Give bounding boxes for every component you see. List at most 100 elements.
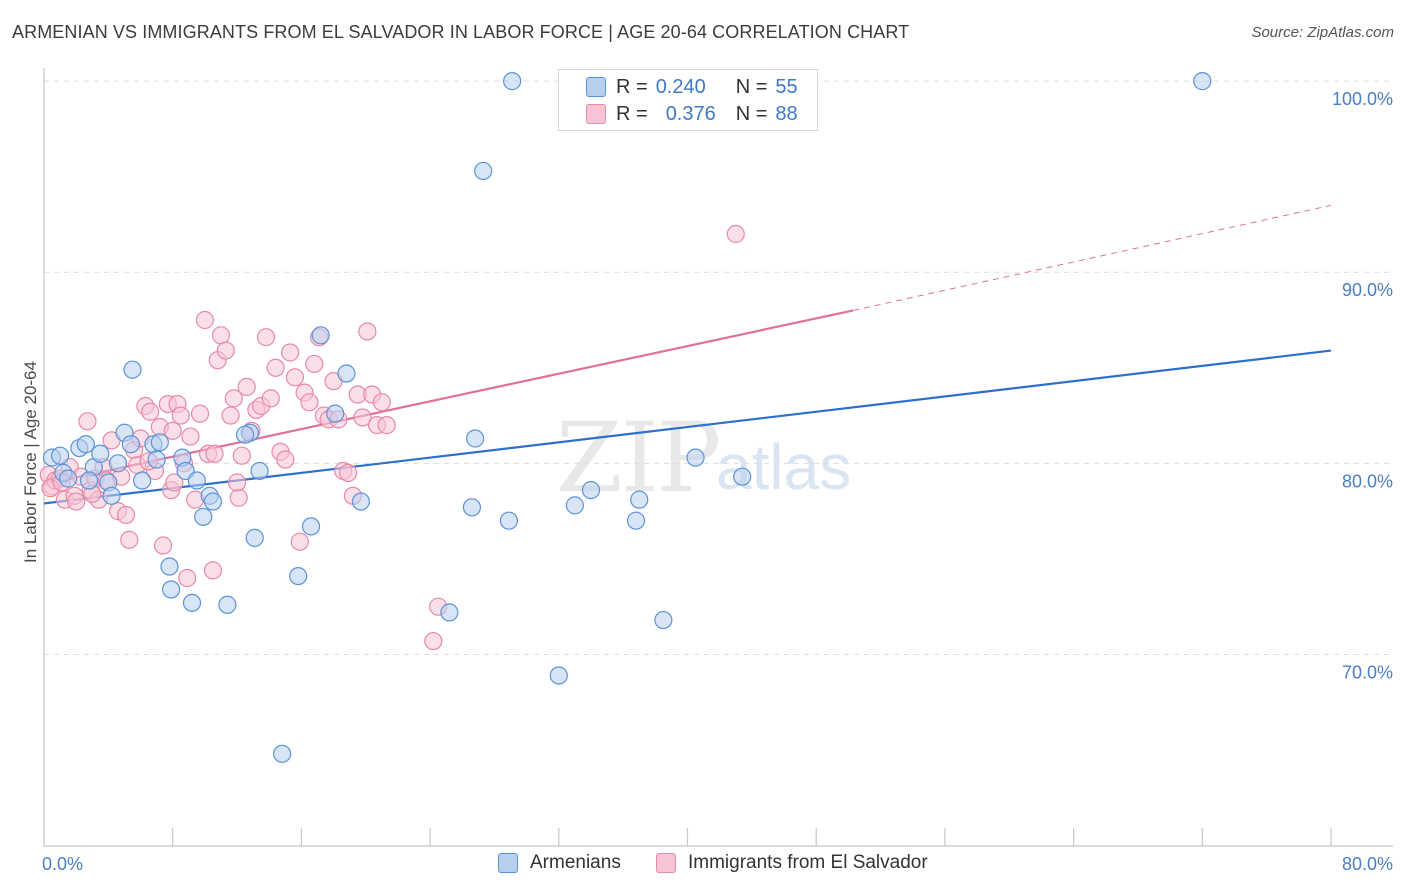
- legend-item-armenians: Armenians: [498, 852, 621, 874]
- legend-n-label: N =: [735, 75, 768, 98]
- y-axis-label: In Labor Force | Age 20-64: [21, 361, 40, 563]
- y-tick-label: 100.0%: [1332, 89, 1393, 109]
- y-tick-label: 90.0%: [1342, 280, 1393, 300]
- point-el-salvador: [285, 368, 305, 387]
- point-el-salvador: [377, 416, 396, 435]
- x-tick-label: 0.0%: [42, 854, 83, 874]
- legend-row-armenians: R = 0.240 N = 55: [559, 74, 798, 100]
- legend-n-value: 88: [775, 102, 798, 125]
- legend-n-label: N =: [735, 102, 768, 125]
- point-armenians: [549, 666, 568, 685]
- point-el-salvador: [190, 404, 210, 423]
- point-el-salvador: [276, 450, 295, 469]
- legend-row-el-salvador: R = 0.376 N = 88: [559, 101, 798, 127]
- point-armenians: [182, 593, 202, 612]
- point-armenians: [466, 429, 485, 448]
- point-armenians: [147, 450, 166, 469]
- point-el-salvador: [181, 427, 200, 446]
- legend-n-value: 55: [775, 75, 798, 98]
- point-armenians: [351, 492, 371, 511]
- point-el-salvador: [261, 389, 280, 408]
- tick-labels: 70.0% 80.0% 90.0% 100.0% 0.0% 80.0%: [42, 89, 1393, 874]
- point-el-salvador: [171, 406, 190, 425]
- legend-r-label: R =: [616, 102, 648, 125]
- point-armenians: [250, 461, 269, 481]
- point-el-salvador: [178, 568, 197, 588]
- legend-r-label: R =: [616, 75, 648, 98]
- point-el-salvador: [141, 402, 160, 421]
- point-armenians: [311, 326, 330, 345]
- point-el-salvador: [216, 341, 235, 360]
- stats-legend: R = 0.240 N = 55 R = 0.376 N = 88: [558, 69, 818, 131]
- point-el-salvador: [67, 492, 86, 511]
- point-el-salvador: [203, 561, 223, 580]
- point-armenians: [337, 364, 356, 383]
- point-armenians: [102, 486, 121, 505]
- chart-title: ARMENIAN VS IMMIGRANTS FROM EL SALVADOR …: [12, 22, 910, 42]
- point-el-salvador: [424, 631, 443, 651]
- point-armenians: [733, 467, 752, 486]
- point-armenians: [462, 498, 482, 517]
- point-el-salvador: [153, 536, 173, 555]
- data-points: [39, 72, 1212, 763]
- point-el-salvador: [281, 343, 300, 362]
- point-armenians: [272, 744, 292, 763]
- point-el-salvador: [224, 389, 243, 408]
- point-el-salvador: [78, 412, 97, 431]
- point-armenians: [326, 404, 345, 423]
- point-el-salvador: [726, 224, 745, 244]
- y-tick-label: 70.0%: [1342, 662, 1393, 682]
- point-el-salvador: [237, 377, 256, 396]
- legend-swatch-blue: [498, 853, 518, 873]
- point-armenians: [474, 161, 493, 181]
- point-armenians: [50, 446, 70, 465]
- point-el-salvador: [163, 421, 182, 440]
- point-armenians: [235, 425, 255, 444]
- point-el-salvador: [353, 408, 372, 427]
- legend-label-armenians: Armenians: [530, 852, 621, 873]
- point-el-salvador: [300, 393, 319, 412]
- point-armenians: [160, 557, 179, 576]
- point-armenians: [123, 360, 142, 379]
- point-armenians: [654, 610, 673, 630]
- legend-swatch-pink: [586, 104, 606, 124]
- y-tick-label: 80.0%: [1342, 471, 1393, 491]
- point-armenians: [1193, 72, 1212, 91]
- point-armenians: [581, 480, 601, 500]
- point-armenians: [503, 72, 522, 91]
- legend-r-value: 0.376: [665, 102, 716, 125]
- point-armenians: [218, 595, 237, 614]
- point-el-salvador: [165, 473, 184, 492]
- point-armenians: [630, 490, 649, 509]
- point-armenians: [301, 517, 321, 536]
- watermark-atlas: atlas: [716, 431, 852, 503]
- legend-label-el-salvador: Immigrants from El Salvador: [688, 852, 928, 873]
- point-el-salvador: [358, 322, 377, 341]
- point-el-salvador: [305, 354, 324, 374]
- point-el-salvador: [256, 328, 276, 347]
- point-armenians: [76, 435, 95, 454]
- point-armenians: [161, 580, 181, 599]
- point-armenians: [91, 444, 110, 463]
- legend-swatch-pink: [656, 853, 676, 873]
- point-armenians: [121, 435, 140, 454]
- point-armenians: [108, 454, 128, 473]
- legend-swatch-blue: [586, 77, 606, 97]
- point-armenians: [203, 492, 223, 511]
- point-armenians: [499, 511, 519, 530]
- point-armenians: [133, 471, 152, 490]
- point-armenians: [289, 566, 308, 586]
- point-armenians: [79, 471, 99, 490]
- point-el-salvador: [232, 446, 251, 465]
- point-armenians: [59, 469, 78, 488]
- point-armenians: [626, 511, 646, 530]
- point-armenians: [245, 528, 264, 547]
- point-el-salvador: [290, 532, 309, 551]
- point-el-salvador: [266, 358, 285, 377]
- point-armenians: [187, 471, 206, 490]
- source-label: Source: ZipAtlas.com: [1251, 24, 1394, 41]
- point-armenians: [565, 496, 584, 515]
- point-armenians: [194, 507, 213, 526]
- x-tick-label: 80.0%: [1342, 854, 1393, 874]
